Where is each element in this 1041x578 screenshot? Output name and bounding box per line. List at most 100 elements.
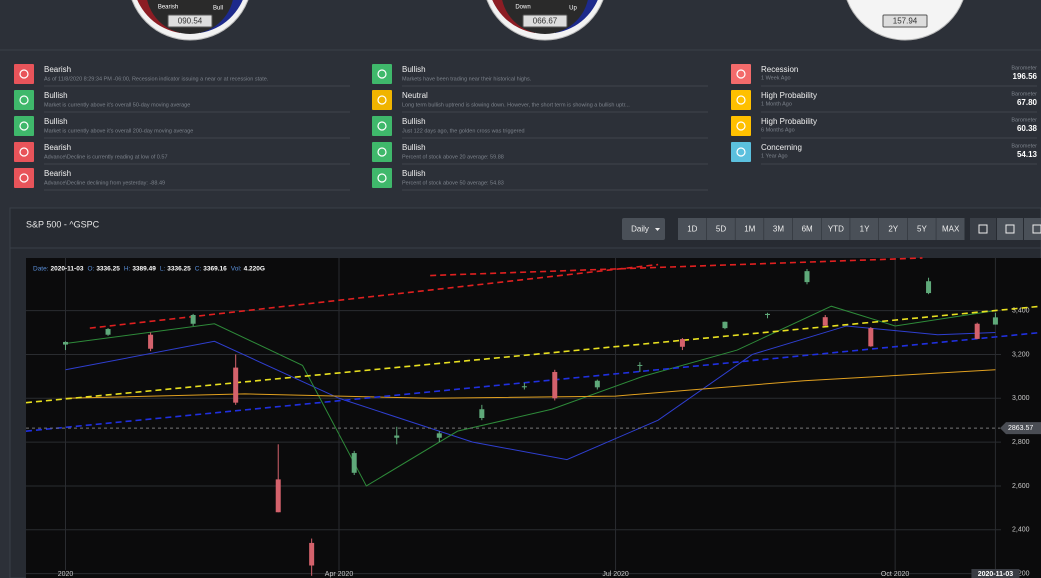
- candle-body: [190, 314, 196, 324]
- info-value: 3389.49: [132, 266, 156, 273]
- signal-title: Bullish: [402, 117, 426, 126]
- indicator-line: [65, 305, 996, 487]
- info-label: Date:: [33, 266, 49, 273]
- candle-body: [148, 334, 154, 349]
- signal-icon-glyph: [19, 173, 29, 183]
- signal-icon: [372, 64, 392, 84]
- candle-body: [105, 329, 111, 335]
- barometer-value: 54.13: [1017, 150, 1038, 159]
- signal-text: Market is currently above it's overall 2…: [44, 128, 193, 134]
- tool-glyph: [1032, 224, 1041, 234]
- crosshair-label: 2863.57: [1008, 425, 1033, 432]
- signal-title: Bearish: [44, 143, 71, 152]
- signal-icon: [14, 90, 34, 110]
- range-button[interactable]: [850, 218, 879, 240]
- candle-body: [436, 433, 442, 438]
- signal-text: Percent of stock above 20 average: 59.88: [402, 154, 504, 160]
- barometer-value: 60.38: [1017, 124, 1038, 133]
- gauge-value: 090.54: [178, 17, 203, 26]
- candle-body: [233, 367, 239, 403]
- gauge-value-box: [167, 14, 213, 28]
- tool-button[interactable]: [997, 218, 1023, 240]
- y-tick-label: 2,600: [1012, 483, 1030, 490]
- signal-text: Just 122 days ago, the golden cross was …: [402, 128, 525, 134]
- y-tick-label: 3,000: [1012, 395, 1030, 402]
- signal-icon: [372, 90, 392, 110]
- info-label: O:: [87, 266, 94, 273]
- x-tick-label: Oct 2020: [881, 571, 910, 578]
- candle-body: [63, 341, 69, 345]
- info-value: 3369.16: [203, 266, 227, 273]
- y-tick-label: 2,200: [1012, 570, 1030, 577]
- signal-icon: [14, 168, 34, 188]
- crosshair-tag: [1000, 422, 1041, 435]
- range-label: 6M: [802, 225, 813, 234]
- gauge-high-label: Bull: [213, 6, 223, 12]
- x-current-box: [971, 569, 1020, 578]
- x-tick-label: 2020-11-03: [978, 571, 1014, 578]
- signal-title: Bullish: [402, 169, 426, 178]
- info-label: L:: [160, 266, 166, 273]
- signal-icon-glyph: [736, 147, 746, 157]
- signal-icon: [372, 116, 392, 136]
- y-tick-label: 3,200: [1012, 351, 1030, 358]
- barometer-value: 196.56: [1013, 72, 1038, 81]
- range-button[interactable]: [936, 218, 965, 240]
- signal-title: Bullish: [402, 143, 426, 152]
- gauge-value-box: [522, 14, 568, 28]
- candle-body: [351, 453, 357, 473]
- range-button[interactable]: [735, 218, 764, 240]
- signal-icon-glyph: [377, 121, 387, 131]
- gauge-value: 066.67: [533, 17, 558, 26]
- candle-body: [275, 479, 281, 513]
- candle-body: [594, 380, 600, 388]
- signal-title: Bullish: [402, 65, 426, 74]
- indicator-line: [65, 325, 996, 461]
- signal-title: Recession: [761, 65, 798, 74]
- barometer-label: Barometer: [1011, 143, 1037, 149]
- candle-body: [679, 339, 685, 347]
- range-button[interactable]: [878, 218, 908, 240]
- candle-body: [764, 313, 770, 315]
- signal-icon-glyph: [377, 69, 387, 79]
- range-label: 1M: [744, 225, 755, 234]
- signal-icon-glyph: [736, 121, 746, 131]
- signal-icon-glyph: [19, 69, 29, 79]
- signal-text: Markets have been trading near their his…: [402, 76, 532, 82]
- signal-text: Long term bullish uptrend is slowing dow…: [402, 102, 630, 108]
- signal-title: High Probability: [761, 117, 817, 126]
- signal-icon-glyph: [377, 147, 387, 157]
- info-label: C:: [195, 266, 202, 273]
- range-button[interactable]: [821, 218, 850, 240]
- gauge-low-label: Bearish: [158, 5, 178, 11]
- indicator-line: [430, 257, 923, 277]
- x-tick-label: Apr 2020: [325, 571, 354, 578]
- range-button[interactable]: [706, 218, 735, 240]
- candle-body: [521, 386, 527, 388]
- range-label: 2Y: [888, 225, 898, 234]
- candle-body: [804, 271, 810, 283]
- tool-button[interactable]: [970, 218, 996, 240]
- signal-icon: [372, 142, 392, 162]
- x-tick-label: 2020: [58, 571, 74, 578]
- range-label: 1Y: [860, 225, 870, 234]
- signal-icon-glyph: [19, 121, 29, 131]
- signal-title: Bearish: [44, 169, 71, 178]
- candle-body: [822, 317, 828, 326]
- signal-title: Bullish: [44, 117, 68, 126]
- signal-icon-glyph: [19, 147, 29, 157]
- signal-icon-glyph: [736, 69, 746, 79]
- info-value: 2020-11-03: [51, 266, 84, 273]
- candle-body: [926, 281, 932, 294]
- y-tick-label: 2,800: [1012, 439, 1030, 446]
- signal-title: Neutral: [402, 91, 428, 100]
- range-button[interactable]: [907, 218, 936, 240]
- signal-title: High Probability: [761, 91, 817, 100]
- signal-time: 1 Week Ago: [761, 75, 791, 81]
- range-button[interactable]: [764, 218, 793, 240]
- range-button[interactable]: [678, 218, 707, 240]
- range-button[interactable]: [792, 218, 821, 240]
- signal-icon: [731, 64, 751, 84]
- interval-button[interactable]: [622, 218, 665, 240]
